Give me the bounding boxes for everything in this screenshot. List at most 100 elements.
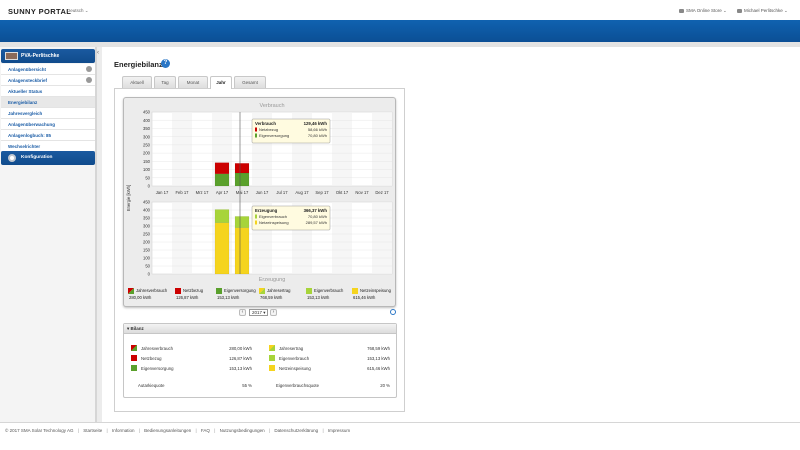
- legend-label: Netzbezug: [183, 288, 204, 293]
- cart-icon: [679, 8, 684, 13]
- tab-jahr[interactable]: Jahr: [210, 76, 232, 89]
- legend-value: 153,13 kWh: [307, 295, 330, 300]
- footer-link-datenschutz[interactable]: Datenschutzerklärung: [274, 428, 319, 433]
- config-label: Konfiguration: [21, 155, 53, 160]
- x-tick-label: Feb 17: [175, 190, 189, 195]
- blue-banner: [0, 20, 800, 42]
- footer-link-information[interactable]: Information: [111, 428, 135, 433]
- y-tick-label: 0: [148, 272, 151, 277]
- language-selector[interactable]: Deutsch ⌄: [67, 8, 89, 14]
- x-tick-label: Jul 17: [276, 190, 288, 195]
- tab-aktuell[interactable]: Aktuell: [122, 76, 152, 88]
- autarky-row: Autarkiequote 55 %: [131, 382, 252, 389]
- bilanz-title: Bilanz: [130, 326, 144, 331]
- sidebar-item-energiebilanz[interactable]: Energiebilanz: [1, 97, 95, 108]
- footer-link-startseite[interactable]: Startseite: [83, 428, 103, 433]
- separator: |: [195, 428, 197, 433]
- y-tick-label: 100: [143, 167, 151, 172]
- panel-title: Verbrauch: [259, 103, 284, 109]
- legend-swatch: [128, 288, 134, 294]
- plant-header[interactable]: PVA-Perlitschke: [1, 49, 95, 63]
- legend-value: 126,87 kWh: [176, 295, 199, 300]
- x-tick-label: Sep 17: [315, 190, 329, 195]
- column-band: [172, 112, 192, 186]
- separator: |: [138, 428, 140, 433]
- y-tick-label: 450: [143, 110, 151, 115]
- footer-link-impressum[interactable]: Impressum: [327, 428, 351, 433]
- sidebar-item-aktueller-status[interactable]: Aktueller Status: [1, 86, 95, 97]
- selfuse-row: Eigenverbrauchsquote 20 %: [269, 382, 390, 389]
- bilanz-quota-label: Autarkiequote: [138, 383, 165, 388]
- bilanz-row-left: Jahresverbrauch 280,00 kWh: [131, 345, 252, 352]
- chart-settings-icon[interactable]: [390, 309, 396, 315]
- chevron-down-icon: ⌄: [84, 8, 89, 13]
- column-band: [172, 202, 192, 274]
- tooltip-verbrauch-row-label: Netzbezug: [259, 127, 278, 132]
- bilanz-value: 153,13 kWh: [229, 366, 252, 371]
- legend-value: 153,13 kWh: [217, 295, 240, 300]
- separator: |: [214, 428, 216, 433]
- separator: |: [77, 428, 79, 433]
- sidebar-item-anlagensteckbrief[interactable]: Anlagensteckbrief: [1, 75, 95, 86]
- language-label: Deutsch: [67, 8, 84, 13]
- bar-netzeinspeisung: [234, 227, 250, 275]
- legend-label: Eigenverbrauch: [314, 288, 344, 293]
- help-icon[interactable]: ?: [161, 59, 170, 68]
- bilanz-quota-label: Eigenverbrauchsquote: [276, 383, 319, 388]
- y-tick-label: 150: [143, 248, 151, 253]
- user-menu[interactable]: Michael Perlitschke ⌄: [737, 8, 788, 14]
- gear-icon[interactable]: [86, 77, 92, 83]
- bilanz-label: Jahresverbrauch: [141, 346, 174, 351]
- sidebar-item-jahresvergleich[interactable]: Jahresvergleich: [1, 108, 95, 119]
- sidebar-item-label: Anlagensteckbrief: [8, 78, 48, 83]
- footer-link-bedienungsanleitungen[interactable]: Bedienungsanleitungen: [144, 428, 192, 433]
- legend-label: Netzeinspeisung: [360, 288, 392, 293]
- user-icon: [737, 8, 742, 13]
- y-tick-label: 450: [143, 200, 151, 205]
- year-select[interactable]: 2017 ▾: [249, 309, 268, 316]
- sidebar-item-anlagenlogbuch[interactable]: Anlagenlogbuch: 85: [1, 130, 95, 141]
- sidebar-scrollbar[interactable]: [96, 47, 102, 422]
- footer-link-faq[interactable]: FAQ: [200, 428, 210, 433]
- x-tick-label: Okt 17: [336, 190, 349, 195]
- gear-icon[interactable]: [86, 66, 92, 72]
- footer-link-nutzungsbedingungen[interactable]: Nutzungsbedingungen: [219, 428, 265, 433]
- tab-gesamt[interactable]: Gesamt: [234, 76, 266, 88]
- y-tick-label: 300: [143, 224, 151, 229]
- sidebar-item-label: Energiebilanz: [8, 100, 38, 105]
- y-tick-label: 150: [143, 159, 151, 164]
- sidebar-item-konfiguration[interactable]: Konfiguration: [1, 151, 95, 165]
- tab-tag[interactable]: Tag: [154, 76, 176, 88]
- logo[interactable]: SUNNY PORTAL: [8, 7, 72, 16]
- bilanz-swatch: [131, 365, 137, 371]
- bilanz-value: 615,46 kWh: [367, 366, 390, 371]
- tab-monat[interactable]: Monat: [178, 76, 208, 88]
- bilanz-panel: ▾ Bilanz Jahresverbrauch 280,00 kWh Netzbe…: [123, 323, 397, 398]
- chevron-down-icon: ⌄: [723, 8, 727, 13]
- y-tick-label: 50: [145, 175, 150, 180]
- bar-netzbezug: [234, 163, 250, 174]
- sidebar-item-label: Wechselrichter: [8, 144, 41, 149]
- tooltip-verbrauch-swatch: [255, 127, 257, 132]
- collapse-arrow-icon: ▾: [127, 326, 131, 331]
- tooltip-erzeugung-total: 366,37 kWh: [304, 208, 328, 213]
- previous-year-button[interactable]: ‹: [239, 309, 246, 316]
- x-tick-label: Aug 17: [295, 190, 309, 195]
- bilanz-header[interactable]: ▾ Bilanz: [124, 324, 396, 334]
- legend-swatch: [259, 288, 265, 294]
- collapse-sidebar-icon[interactable]: ‹: [97, 50, 99, 56]
- sidebar-item-label: Aktueller Status: [8, 89, 43, 94]
- y-tick-label: 250: [143, 232, 151, 237]
- energy-chart-svg: 0 50 100 150 200 250 300 350 400 450 Verbrauch 0 50 1…: [126, 103, 393, 300]
- y-tick-label: 50: [145, 264, 150, 269]
- separator: |: [106, 428, 108, 433]
- y-tick-label: 0: [148, 184, 151, 189]
- tooltip-verbrauch-title: Verbrauch: [255, 121, 276, 126]
- x-tick-label: Jan 17: [156, 190, 169, 195]
- next-year-button[interactable]: ›: [270, 309, 277, 316]
- sidebar-item-anlagenuebersicht[interactable]: Anlagenübersicht: [1, 64, 95, 75]
- shop-link[interactable]: SMA Online Store ⌄: [679, 8, 727, 14]
- bar-eigenverbrauch: [234, 216, 250, 228]
- sidebar-item-anlagenueberwachung[interactable]: Anlagenüberwachung: [1, 119, 95, 130]
- tooltip-verbrauch-row-value: 70,80 kWh: [308, 133, 327, 138]
